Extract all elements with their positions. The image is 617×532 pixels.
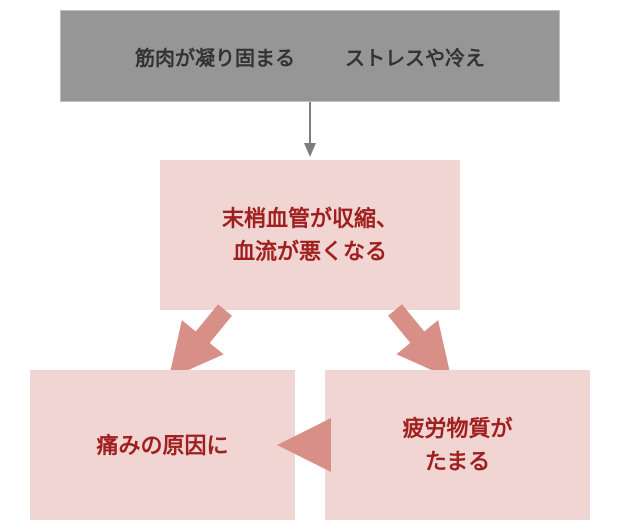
diagram-canvas: 筋肉が凝り固まる ストレスや冷え 末梢血管が収縮、 血流が悪くなる xyxy=(0,0,617,532)
arrow-right-to-left-icon xyxy=(0,0,617,532)
